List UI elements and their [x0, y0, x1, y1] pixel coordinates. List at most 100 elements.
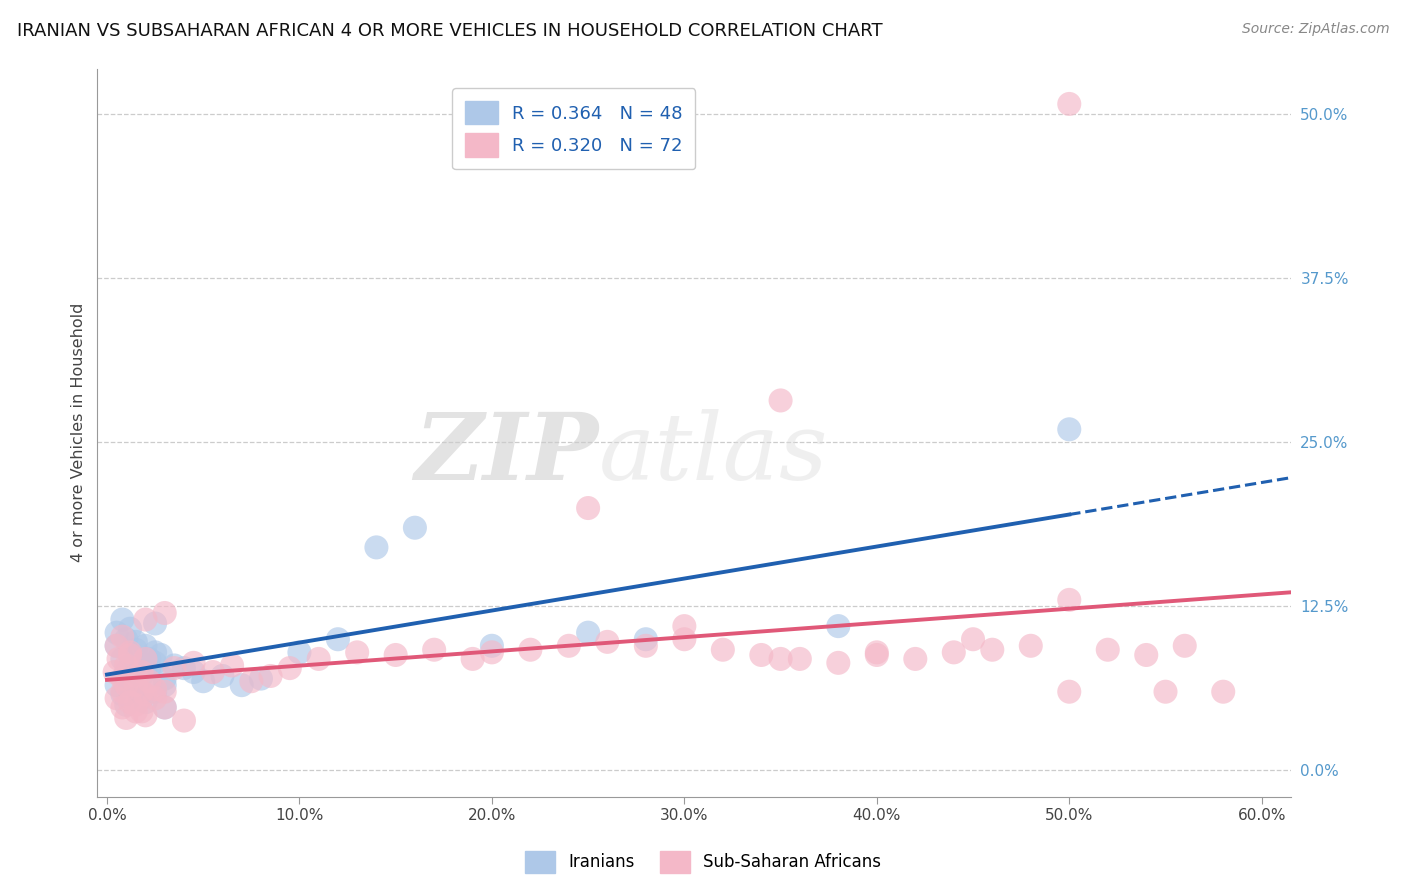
Point [125, 678, 148, 692]
Point [125, 674, 148, 689]
Point [134, 695, 156, 709]
Point [1212, 684, 1234, 698]
Point [866, 645, 889, 659]
Point [131, 705, 153, 719]
Point [153, 700, 176, 714]
Point [134, 639, 156, 653]
Point [120, 645, 142, 659]
Point [211, 669, 233, 683]
Point [120, 648, 142, 662]
Point [107, 652, 129, 666]
Point [153, 678, 176, 692]
Legend: Iranians, Sub-Saharan Africans: Iranians, Sub-Saharan Africans [519, 845, 887, 880]
Point [789, 652, 811, 666]
Point [183, 656, 205, 670]
Point [962, 632, 984, 647]
Point [519, 642, 541, 657]
Point [259, 669, 281, 683]
Point [131, 665, 153, 679]
Point [1059, 593, 1081, 607]
Point [827, 656, 849, 670]
Point [104, 665, 127, 679]
Point [193, 674, 215, 689]
Point [183, 665, 205, 679]
Point [120, 622, 142, 636]
Point [366, 541, 388, 555]
Point [346, 645, 368, 659]
Point [143, 616, 166, 631]
Point [125, 642, 148, 657]
Point [115, 698, 138, 712]
Point [105, 625, 128, 640]
Point [278, 661, 301, 675]
Point [942, 645, 965, 659]
Point [115, 678, 138, 692]
Point [143, 682, 166, 697]
Point [423, 642, 446, 657]
Point [384, 648, 406, 662]
Point [711, 642, 734, 657]
Point [769, 393, 792, 408]
Point [125, 705, 148, 719]
Text: ZIP: ZIP [415, 409, 599, 500]
Point [404, 521, 426, 535]
Point [827, 619, 849, 633]
Point [111, 613, 134, 627]
Text: IRANIAN VS SUBSAHARAN AFRICAN 4 OR MORE VEHICLES IN HOUSEHOLD CORRELATION CHART: IRANIAN VS SUBSAHARAN AFRICAN 4 OR MORE … [17, 22, 883, 40]
Point [250, 672, 273, 686]
Point [221, 658, 243, 673]
Y-axis label: 4 or more Vehicles in Household: 4 or more Vehicles in Household [72, 303, 86, 562]
Point [131, 669, 153, 683]
Point [308, 652, 330, 666]
Point [143, 684, 166, 698]
Point [115, 632, 138, 647]
Point [143, 691, 166, 706]
Point [1097, 642, 1119, 657]
Point [131, 658, 153, 673]
Point [111, 687, 134, 701]
Point [134, 613, 156, 627]
Text: Source: ZipAtlas.com: Source: ZipAtlas.com [1241, 22, 1389, 37]
Point [769, 652, 792, 666]
Point [153, 606, 176, 620]
Point [904, 652, 927, 666]
Point [131, 691, 153, 706]
Point [143, 645, 166, 659]
Point [461, 652, 484, 666]
Point [288, 645, 311, 659]
Point [115, 658, 138, 673]
Point [576, 625, 599, 640]
Point [231, 678, 253, 692]
Point [115, 711, 138, 725]
Point [1154, 684, 1177, 698]
Point [634, 632, 657, 647]
Point [153, 684, 176, 698]
Point [138, 674, 160, 689]
Point [115, 665, 138, 679]
Point [981, 642, 1004, 657]
Point [201, 665, 224, 679]
Point [134, 661, 156, 675]
Point [134, 708, 156, 723]
Point [596, 635, 619, 649]
Text: atlas: atlas [599, 409, 828, 500]
Point [576, 501, 599, 516]
Point [111, 630, 134, 644]
Point [105, 691, 128, 706]
Point [673, 619, 696, 633]
Point [105, 639, 128, 653]
Point [163, 661, 186, 675]
Point [138, 661, 160, 675]
Point [1135, 648, 1157, 662]
Point [866, 648, 889, 662]
Point [105, 678, 128, 692]
Point [326, 632, 349, 647]
Point [173, 661, 195, 675]
Point [120, 648, 142, 662]
Point [111, 652, 134, 666]
Point [149, 648, 172, 662]
Point [138, 652, 160, 666]
Point [131, 684, 153, 698]
Point [111, 684, 134, 698]
Point [143, 656, 166, 670]
